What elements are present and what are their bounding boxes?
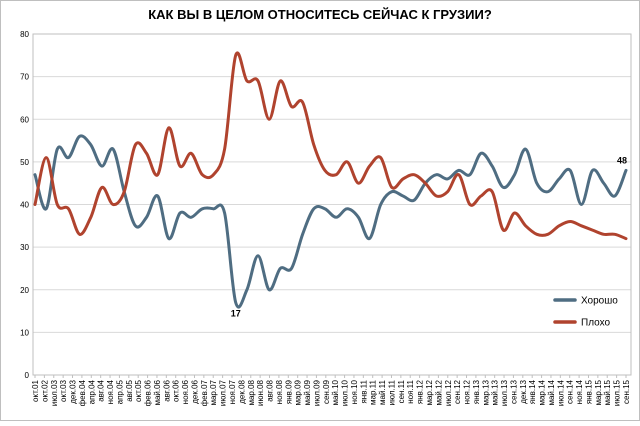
x-tick-label: май.14: [547, 379, 556, 405]
x-tick-label: июл.11: [387, 379, 396, 405]
x-tick-label: янв.14: [528, 379, 537, 404]
x-tick-label: июл.10: [341, 379, 350, 406]
x-tick-label: ноя.14: [575, 379, 584, 404]
series-line-2: [33, 51, 628, 241]
x-tick-label: фев.07: [200, 379, 209, 406]
y-tick-label: 40: [20, 201, 29, 210]
x-tick-label: мар.09: [294, 379, 303, 405]
x-tick-label: мар.07: [209, 379, 218, 405]
x-tick-label: дек.08: [237, 379, 246, 403]
x-tick-label: янв.11: [359, 379, 368, 403]
x-tick-label: сен.09: [322, 379, 331, 404]
series-lines: [33, 51, 628, 309]
x-tick-label: мар.13: [481, 379, 490, 405]
x-tick-label: апр.05: [115, 379, 124, 404]
series-line-1: [33, 134, 628, 309]
x-tick-label: май.12: [434, 379, 443, 405]
legend: Хорошо Плохо: [553, 296, 618, 329]
x-tick-label: ноя.08: [275, 379, 284, 404]
plot-area: [32, 33, 632, 376]
x-tick-label: сен.15: [622, 379, 631, 404]
x-tick-label: июл.07: [219, 379, 228, 406]
legend-label: Хорошо: [581, 296, 618, 307]
x-tick-label: фев.06: [144, 379, 153, 406]
x-tick-label: июн.08: [256, 379, 265, 406]
x-tick-label: дек.03: [69, 379, 78, 403]
x-tick-label: янв.12: [416, 379, 425, 404]
x-tick-label: авг.06: [162, 379, 171, 401]
x-tick-label: июл.15: [613, 379, 622, 406]
x-tick-label: ноя.06: [181, 379, 190, 404]
x-tick-label: июл.12: [444, 379, 453, 406]
x-tick-label: ноя.04: [106, 379, 115, 404]
chart-title: КАК ВЫ В ЦЕЛОМ ОТНОСИТЕСЬ СЕЙЧАС К ГРУЗИ…: [148, 7, 492, 22]
x-tick-label: сен.11: [397, 379, 406, 403]
x-tick-label: май.09: [303, 379, 312, 405]
x-tick-label: авг.05: [125, 379, 134, 401]
data-label: 48: [617, 155, 627, 165]
x-tick-label: фев.04: [78, 379, 87, 406]
y-tick-label: 50: [20, 158, 29, 167]
x-tick-label: окт.01: [31, 379, 40, 401]
x-tick-label: июл.13: [500, 379, 509, 406]
x-tick-label: авг.04: [97, 379, 106, 401]
x-tick-label: янв.09: [284, 379, 293, 404]
x-tick-label: ноя.11: [406, 379, 415, 403]
x-tick-label: июл.09: [312, 379, 321, 406]
x-tick-label: янв.15: [584, 379, 593, 404]
x-tick-label: май.13: [491, 379, 500, 405]
x-tick-label: окт.05: [134, 379, 143, 401]
x-tick-label: окт.02: [40, 379, 49, 401]
x-tick-label: окт.06: [172, 379, 181, 401]
x-tick-label: май.15: [603, 379, 612, 405]
x-tick-label: апр.04: [87, 379, 96, 404]
x-tick-label: мар.15: [594, 379, 603, 405]
x-tick-label: сен.13: [509, 379, 518, 404]
x-tick-label: май.10: [331, 379, 340, 405]
x-tick-label: авг.08: [266, 379, 275, 401]
y-tick-label: 10: [20, 328, 29, 337]
x-tick-label: мар.08: [247, 379, 256, 405]
x-tick-label: ноя.10: [350, 379, 359, 404]
x-tick-label: ноя.12: [463, 379, 472, 404]
data-label: 17: [231, 309, 241, 319]
x-tick-label: мар.11: [369, 379, 378, 404]
y-tick-label: 70: [20, 73, 29, 82]
x-tick-label: янв.13: [472, 379, 481, 404]
legend-label: Плохо: [581, 318, 610, 329]
y-tick-label: 20: [20, 286, 29, 295]
x-tick-label: ноя.07: [228, 379, 237, 404]
x-tick-label: сен.12: [453, 379, 462, 404]
x-tick-label: май.11: [378, 379, 387, 404]
x-tick-label: мар.12: [425, 379, 434, 405]
x-tick-label: июл.03: [50, 379, 59, 406]
y-tick-label: 30: [20, 243, 29, 252]
x-tick-label: июл.14: [556, 379, 565, 406]
y-tick-label: 80: [20, 30, 29, 39]
x-tick-label: сен.14: [566, 379, 575, 404]
y-tick-label: 60: [20, 115, 29, 124]
y-tick-label: 0: [25, 371, 30, 380]
x-tick-label: дек.13: [519, 379, 528, 403]
x-tick-label: дек.06: [190, 379, 199, 403]
x-tick-label: мар.14: [538, 379, 547, 405]
x-tick-label: окт.03: [59, 379, 68, 401]
x-tick-label: май.06: [153, 379, 162, 405]
